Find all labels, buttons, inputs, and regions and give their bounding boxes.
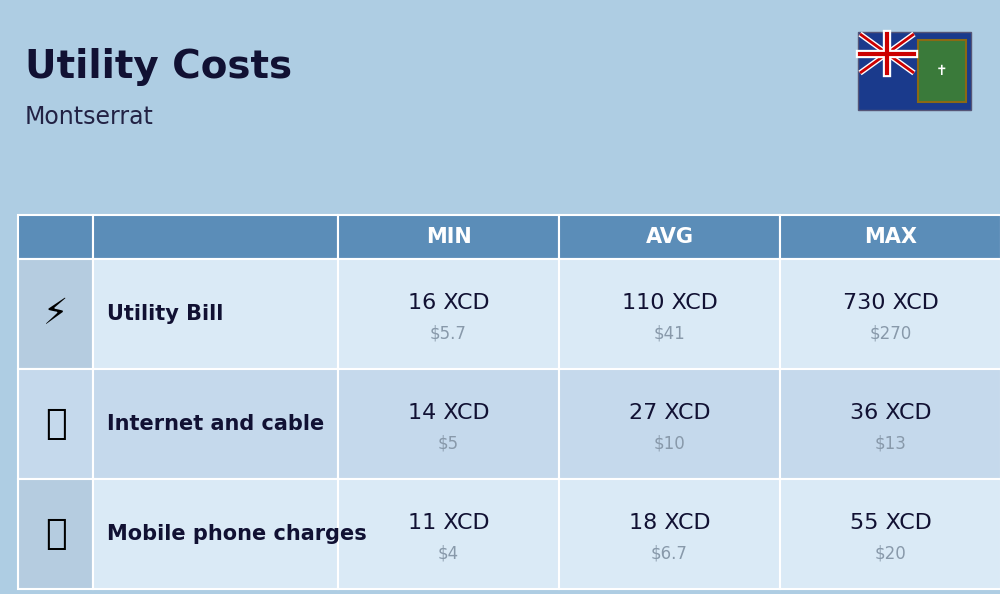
Text: Internet and cable: Internet and cable	[107, 414, 324, 434]
Bar	[18, 259, 93, 369]
Bar	[559, 479, 780, 589]
Bar	[93, 259, 338, 369]
Text: 110 XCD: 110 XCD	[622, 293, 717, 313]
Text: $270: $270	[869, 325, 912, 343]
Text: Utility Costs: Utility Costs	[25, 48, 292, 86]
Bar	[780, 369, 1000, 479]
Text: $4: $4	[438, 545, 459, 563]
Text: $41: $41	[654, 325, 685, 343]
Text: $10: $10	[654, 435, 685, 453]
Text: 36 XCD: 36 XCD	[850, 403, 931, 423]
Bar	[338, 215, 559, 259]
Text: $6.7: $6.7	[651, 545, 688, 563]
Text: $20: $20	[875, 545, 906, 563]
Text: Mobile phone charges: Mobile phone charges	[107, 524, 367, 544]
Text: 730 XCD: 730 XCD	[843, 293, 938, 313]
Text: 📶: 📶	[45, 407, 66, 441]
Bar	[780, 215, 1000, 259]
Text: 14 XCD: 14 XCD	[408, 403, 489, 423]
Bar	[338, 369, 559, 479]
Bar	[93, 369, 338, 479]
Text: 11 XCD: 11 XCD	[408, 513, 489, 533]
Bar	[858, 32, 971, 110]
Bar	[559, 215, 780, 259]
Text: 16 XCD: 16 XCD	[408, 293, 489, 313]
Bar	[18, 479, 93, 589]
Text: $5: $5	[438, 435, 459, 453]
Bar	[918, 40, 966, 102]
Text: $13: $13	[875, 435, 906, 453]
Text: 18 XCD: 18 XCD	[629, 513, 710, 533]
Bar	[338, 259, 559, 369]
Bar	[18, 369, 93, 479]
Text: 55 XCD: 55 XCD	[850, 513, 931, 533]
Bar	[858, 32, 971, 110]
Text: ⚡: ⚡	[43, 297, 68, 331]
Bar	[18, 215, 93, 259]
Bar	[780, 479, 1000, 589]
Text: AVG: AVG	[646, 227, 694, 247]
Bar	[93, 215, 338, 259]
Text: $5.7: $5.7	[430, 325, 467, 343]
Text: 📱: 📱	[45, 517, 66, 551]
Text: MAX: MAX	[864, 227, 917, 247]
Text: MIN: MIN	[426, 227, 471, 247]
Text: Utility Bill: Utility Bill	[107, 304, 223, 324]
Bar	[559, 259, 780, 369]
Bar	[93, 479, 338, 589]
Text: 27 XCD: 27 XCD	[629, 403, 710, 423]
Text: ✝: ✝	[936, 64, 948, 78]
Bar	[559, 369, 780, 479]
Bar	[780, 259, 1000, 369]
Bar	[338, 479, 559, 589]
Text: Montserrat: Montserrat	[25, 105, 154, 129]
